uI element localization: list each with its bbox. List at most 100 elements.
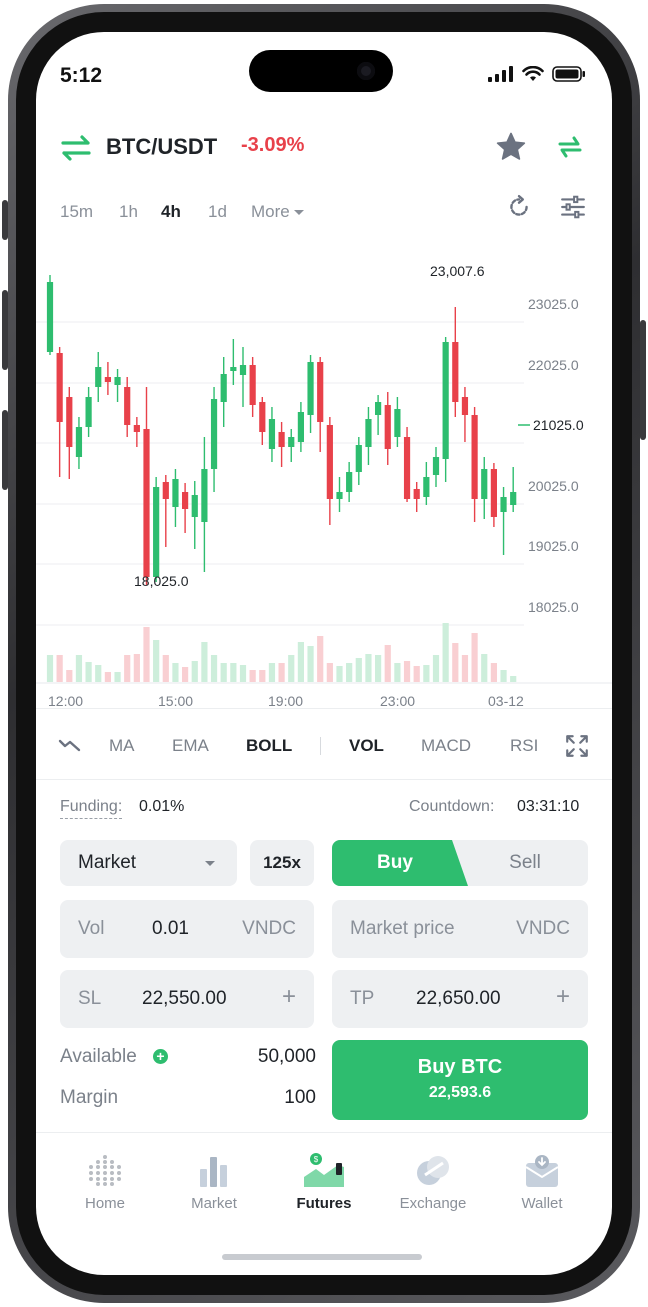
indicator-ma[interactable]: MA [109,736,135,755]
volume-down-button [2,410,8,490]
candle-body [104,377,111,382]
tf-1h[interactable]: 1h [119,202,138,221]
volume-bar [162,655,169,682]
candle-body [75,427,83,457]
candle-body [288,437,295,447]
available-value: 50,000 [257,1046,316,1067]
volume-up-button [2,290,8,370]
indicator-boll[interactable]: BOLL [246,736,293,755]
volume-bar [133,654,140,682]
fullscreen-icon[interactable] [564,733,590,759]
time-axis-label: 23:00 [380,693,415,707]
battery-icon [552,66,585,82]
candle-body [172,479,179,507]
volume-bar [182,667,189,682]
price-axis-label: 21025.0 [533,417,584,433]
candlestick-chart[interactable]: 23,007.6 18,025.0 23025.0 22025.0 21025.… [36,237,612,707]
wifi-icon [522,66,544,81]
time-axis-label: 15:00 [158,693,193,707]
tf-1d[interactable]: 1d [208,202,227,221]
sell-tab-label[interactable]: Sell [509,852,541,873]
volume-field[interactable]: Vol 0.01 VNDC [60,900,314,958]
volume-bar [365,654,372,682]
candle-body [201,469,208,522]
tf-more-label: More [251,202,290,221]
chart-grid [36,321,524,626]
volume-bar [220,663,227,682]
plus-icon[interactable]: + [281,983,296,1010]
volume-bar [288,655,295,682]
candles [46,275,517,585]
candle-body [249,365,256,405]
plus-icon[interactable]: + [555,983,570,1010]
exchange-icon [417,1156,449,1185]
buy-btc-button[interactable]: Buy BTC 22,593.6 [332,1040,588,1120]
status-icons [488,66,586,82]
candle-body [317,362,324,422]
switch-pair-icon[interactable] [60,134,92,162]
collapse-chevron-icon[interactable] [58,735,82,755]
stop-loss-field[interactable]: SL 22,550.00 + [60,970,314,1028]
nav-market[interactable]: Market [164,1153,264,1212]
candle-body [230,367,237,371]
volume-bar [317,636,324,682]
candle-body [182,492,189,509]
candle-body [403,437,411,499]
volume-bar [481,654,488,682]
time-axis-label: 03-12 [488,693,524,707]
swap-icon[interactable] [554,132,586,162]
candle-body [56,353,63,422]
volume-label: Vol [78,918,105,939]
candle-body [413,489,420,499]
volume-value[interactable]: 0.01 [152,918,189,939]
order-type-select[interactable]: Market [60,840,237,886]
indicator-ema[interactable]: EMA [172,736,209,755]
candle-body [471,415,478,499]
candle-body [394,409,401,437]
volume-bar [423,665,430,682]
candle-body [114,377,121,385]
pair-name[interactable]: BTC/USDT [106,134,218,159]
home-indicator [222,1254,422,1260]
indicator-vol[interactable]: VOL [349,736,384,755]
volume-bar [191,661,198,682]
chevron-down-icon [205,861,215,866]
volume-bar [201,642,208,682]
nav-exchange[interactable]: Exchange [383,1153,483,1212]
take-profit-field[interactable]: TP 22,650.00 + [332,970,588,1028]
favorite-star-icon[interactable] [494,130,528,164]
volume-bar [326,663,333,682]
price-field[interactable]: Market price VNDC [332,900,588,958]
stop-loss-value[interactable]: 22,550.00 [142,988,227,1009]
add-funds-icon[interactable]: + [153,1049,168,1064]
leverage-button[interactable]: 125x [250,840,314,886]
nav-wallet[interactable]: Wallet [492,1153,592,1212]
power-button [640,320,646,440]
camera-icon [357,62,375,80]
volume-bar [172,663,179,682]
candle-body [365,419,372,447]
volume-bar [259,670,266,682]
funding-label[interactable]: Funding: [60,798,123,819]
volume-bar [432,655,440,682]
buy-tab-label[interactable]: Buy [377,852,413,873]
nav-futures-label: Futures [296,1195,352,1212]
high-price-annotation: 23,007.6 [430,263,485,279]
tf-15m[interactable]: 15m [60,202,94,221]
refresh-icon[interactable] [506,194,532,220]
tf-4h[interactable]: 4h [161,202,181,221]
take-profit-value[interactable]: 22,650.00 [416,988,501,1009]
price-change: -3.09% [241,134,305,156]
nav-home[interactable]: Home [55,1153,155,1212]
indicator-macd[interactable]: MACD [421,736,472,755]
candle-body [355,445,362,472]
volume-bars [46,623,517,682]
tf-more-dropdown[interactable]: More [251,202,304,222]
chevron-down-icon [293,210,304,216]
indicator-rsi[interactable]: RSI [510,736,539,755]
nav-futures[interactable]: $ Futures [274,1153,374,1212]
buy-tab[interactable] [332,840,468,886]
home-dots-icon [89,1155,121,1186]
chart-settings-icon[interactable] [560,194,586,220]
countdown-value: 03:31:10 [517,798,580,815]
